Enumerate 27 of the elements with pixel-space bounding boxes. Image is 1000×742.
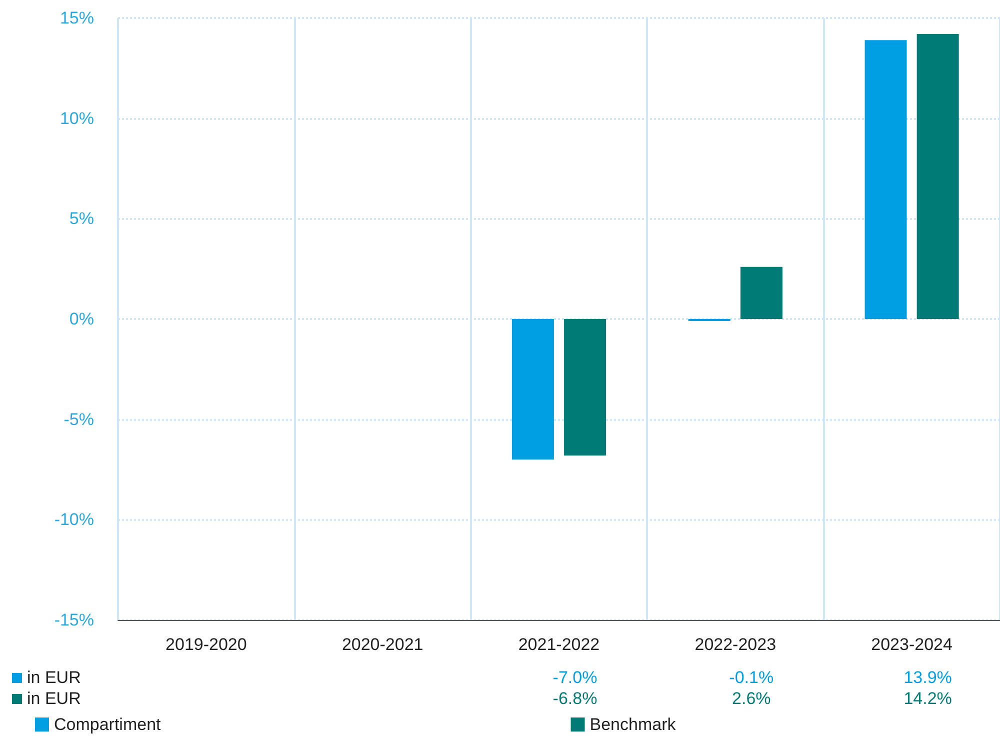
x-tick-label: 2019-2020 (166, 635, 247, 654)
legend-label: Benchmark (590, 715, 676, 734)
bar (864, 40, 907, 319)
text: in EUR (27, 689, 81, 709)
y-tick-label: -10% (54, 510, 94, 530)
bar (512, 319, 554, 460)
data-label: 13.9% (904, 668, 952, 688)
data-label: 2.6% (732, 689, 771, 709)
bar (564, 319, 606, 456)
x-tick-label: 2020-2021 (342, 635, 424, 654)
data-label: -7.0% (552, 668, 598, 688)
y-tick-label: 0% (69, 310, 94, 328)
y-tick-label: -15% (54, 610, 94, 630)
legend-label: Compartiment (54, 715, 162, 734)
y-tick-label: 10% (60, 108, 94, 128)
bar (916, 34, 959, 319)
data-label: -6.8% (552, 689, 598, 709)
bar (740, 266, 782, 319)
y-tick-label: 5% (69, 209, 94, 228)
y-tick-label: -5% (64, 410, 94, 429)
x-tick-label: 2022-2023 (694, 635, 776, 654)
x-tick-label: 2023-2024 (871, 635, 952, 654)
y-tick-label: 15% (60, 8, 94, 28)
data-label: 14.2% (904, 689, 952, 709)
data-label: -0.1% (729, 668, 774, 688)
x-tick-label: 2021-2022 (518, 635, 600, 654)
text: in EUR (27, 668, 81, 688)
